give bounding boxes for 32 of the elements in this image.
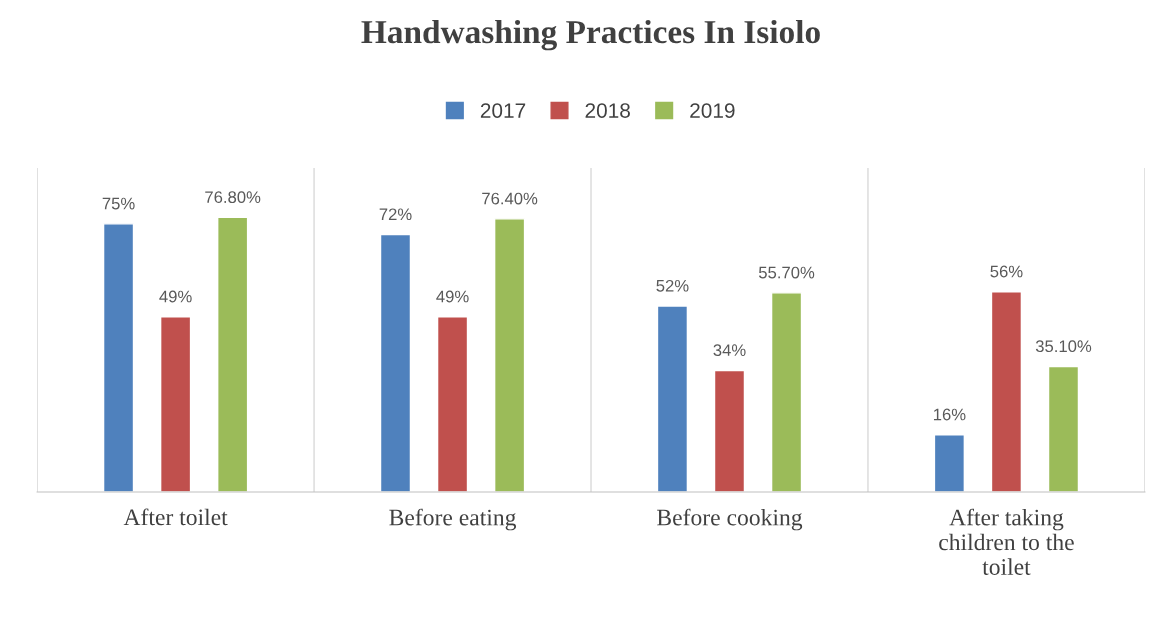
bar bbox=[436, 316, 469, 492]
data-label: 49% bbox=[159, 290, 192, 303]
data-label: 35.10% bbox=[1035, 340, 1092, 353]
bar bbox=[770, 292, 803, 492]
data-label: 76.40% bbox=[482, 192, 538, 205]
bar bbox=[493, 218, 526, 492]
data-label: 75% bbox=[102, 197, 135, 210]
bar bbox=[159, 316, 192, 492]
bar bbox=[990, 291, 1023, 492]
chart-title: Handwashing Practices In Isiolo bbox=[361, 19, 820, 51]
data-label: 55.70% bbox=[758, 266, 815, 279]
legend-label: 2018 bbox=[585, 103, 630, 118]
bar bbox=[713, 369, 746, 492]
x-tick-label: After toilet bbox=[123, 508, 228, 526]
data-label: 52% bbox=[656, 279, 689, 292]
bar bbox=[1047, 365, 1080, 492]
data-label: 16% bbox=[933, 408, 966, 421]
data-label: 76.80% bbox=[205, 191, 261, 204]
x-tick-label: Before cooking bbox=[657, 508, 803, 531]
x-tick-label: After taking children to the toilet bbox=[939, 508, 1074, 575]
bar bbox=[102, 223, 135, 492]
data-label: 34% bbox=[713, 344, 746, 357]
bar bbox=[379, 233, 412, 492]
data-label: 49% bbox=[436, 290, 469, 303]
data-label: 72% bbox=[379, 208, 412, 221]
bar bbox=[656, 305, 689, 492]
bar bbox=[216, 216, 249, 492]
x-tick-label: Before eating bbox=[389, 508, 517, 531]
bar bbox=[933, 434, 966, 492]
data-label: 56% bbox=[990, 265, 1023, 278]
legend-label: 2017 bbox=[480, 103, 526, 118]
legend-label: 2019 bbox=[690, 103, 735, 118]
